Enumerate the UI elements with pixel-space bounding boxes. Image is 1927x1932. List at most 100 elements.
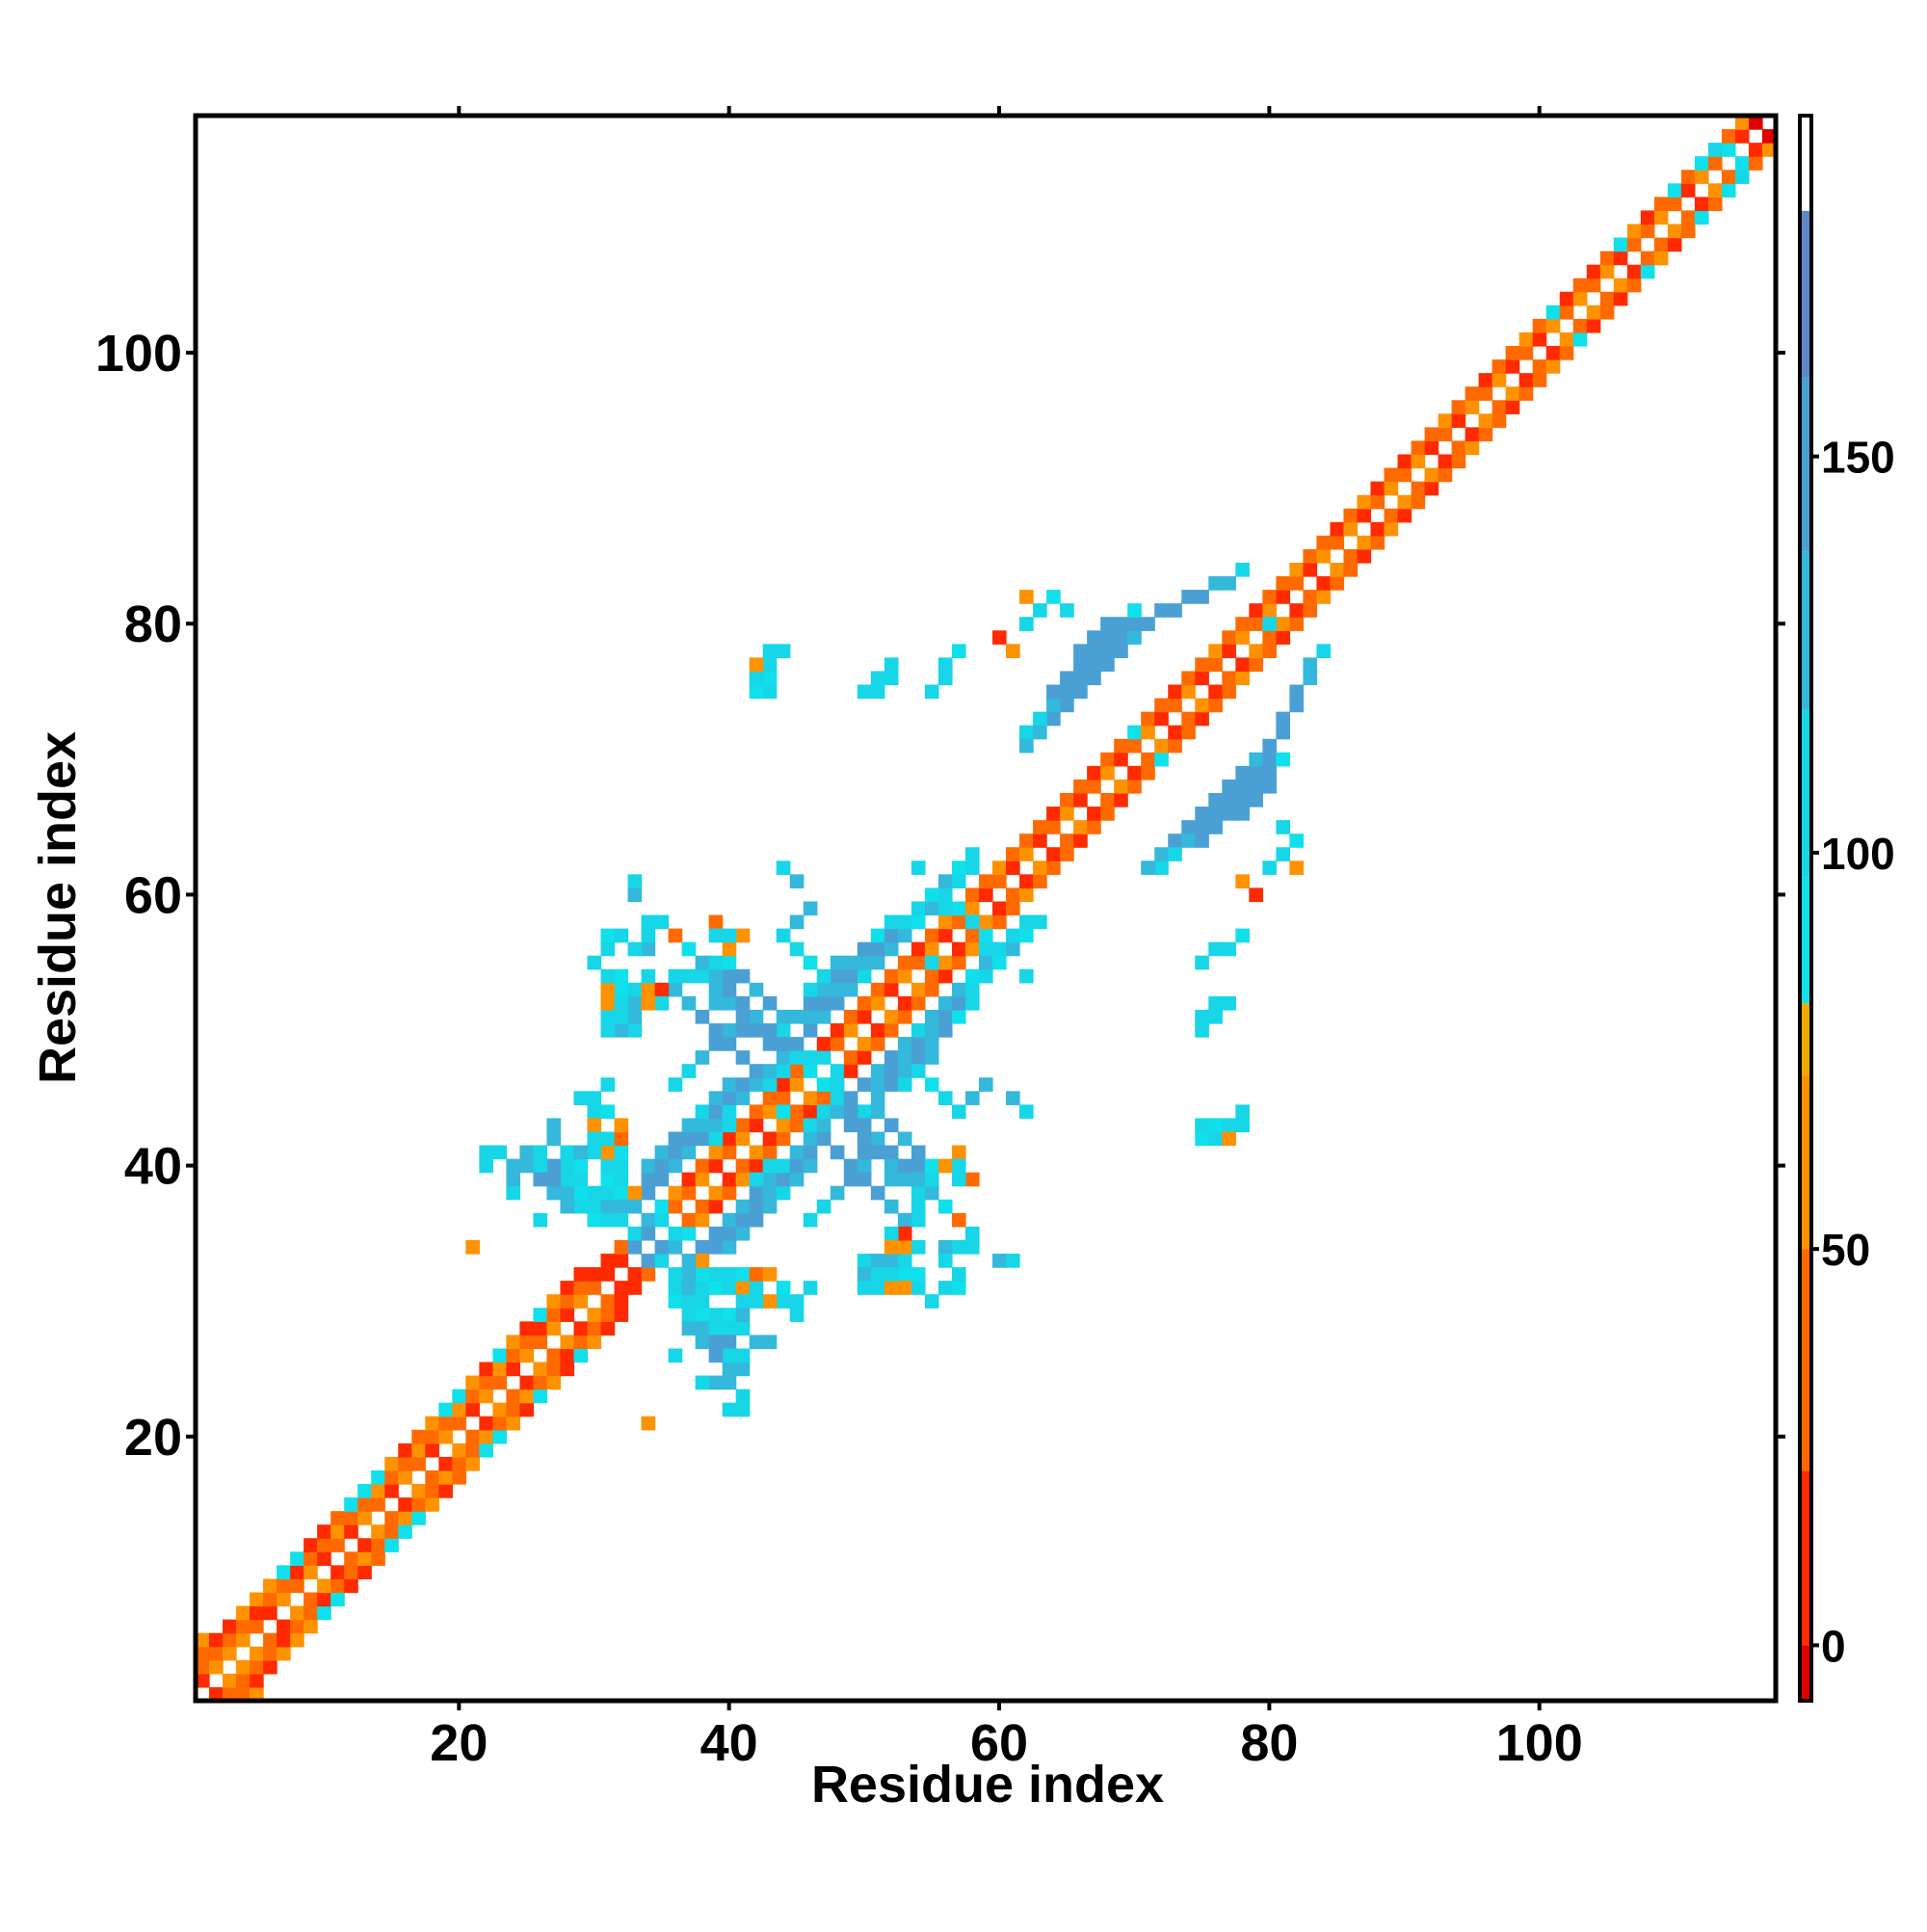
heatmap-cell xyxy=(681,1226,697,1241)
heatmap-cell xyxy=(776,644,791,658)
heatmap-cell xyxy=(1235,1104,1250,1120)
heatmap-cell xyxy=(425,1484,439,1498)
heatmap-cell xyxy=(1087,644,1101,658)
heatmap-cell xyxy=(1222,644,1236,658)
heatmap-cell xyxy=(1249,644,1263,658)
heatmap-cell xyxy=(776,1077,791,1092)
heatmap-cell xyxy=(330,1565,345,1580)
heatmap-cell xyxy=(317,1592,331,1607)
heatmap-cell xyxy=(951,860,966,875)
heatmap-cell xyxy=(492,1348,507,1363)
heatmap-cell xyxy=(492,1429,507,1444)
heatmap-cell xyxy=(843,955,858,970)
heatmap-cell xyxy=(627,1239,643,1255)
heatmap-cell xyxy=(964,1091,980,1105)
heatmap-cell xyxy=(722,1402,737,1417)
heatmap-cell xyxy=(964,901,980,916)
heatmap-cell xyxy=(884,1077,899,1092)
heatmap-cell xyxy=(546,1131,562,1147)
heatmap-cell xyxy=(911,1050,926,1065)
heatmap-cell xyxy=(1276,752,1290,767)
heatmap-cell xyxy=(951,1104,966,1120)
heatmap-cell xyxy=(749,982,764,997)
heatmap-cell xyxy=(1613,251,1628,266)
heatmap-cell xyxy=(1222,684,1236,700)
heatmap-cell xyxy=(546,1185,562,1201)
heatmap-cell xyxy=(1640,224,1655,239)
heatmap-cell xyxy=(924,1185,939,1201)
heatmap-cell xyxy=(1235,617,1250,631)
heatmap-cell xyxy=(722,1185,737,1201)
heatmap-cell xyxy=(924,684,939,700)
heatmap-cell xyxy=(911,995,926,1011)
heatmap-cell xyxy=(263,1646,277,1661)
heatmap-cell xyxy=(1613,278,1628,293)
heatmap-cell xyxy=(546,1294,562,1309)
heatmap-cell xyxy=(681,1185,697,1201)
heatmap-cell xyxy=(1087,779,1101,794)
heatmap-cell xyxy=(992,874,1007,889)
heatmap-cell xyxy=(695,1009,710,1024)
heatmap-cell xyxy=(304,1538,318,1552)
heatmap-cell xyxy=(560,1199,575,1214)
heatmap-cell xyxy=(1653,237,1669,252)
heatmap-cell xyxy=(722,1091,737,1105)
heatmap-cell xyxy=(1694,197,1709,212)
heatmap-cell xyxy=(560,1281,575,1295)
heatmap-cell xyxy=(465,1442,480,1458)
heatmap-cell xyxy=(614,1239,629,1255)
colorbar-band xyxy=(1800,1470,1811,1646)
heatmap-cell xyxy=(573,1335,589,1350)
heatmap-cell xyxy=(438,1429,453,1444)
heatmap-cell xyxy=(735,1131,751,1147)
heatmap-cell xyxy=(344,1524,358,1539)
heatmap-cell xyxy=(830,1185,845,1201)
heatmap-cell xyxy=(614,1023,629,1038)
heatmap-cell xyxy=(250,1605,264,1621)
heatmap-cell xyxy=(870,982,885,997)
heatmap-cell xyxy=(1060,684,1074,700)
heatmap-cell xyxy=(546,1118,562,1133)
heatmap-cell xyxy=(1046,860,1061,875)
heatmap-cell xyxy=(762,657,778,673)
heatmap-cell xyxy=(924,1023,939,1038)
heatmap-cell xyxy=(978,968,993,984)
heatmap-cell xyxy=(1748,116,1763,130)
heatmap-cell xyxy=(816,1037,832,1051)
heatmap-cell xyxy=(560,1185,575,1201)
heatmap-cell xyxy=(398,1442,412,1458)
heatmap-cell xyxy=(1235,928,1250,943)
heatmap-cell xyxy=(735,1348,751,1363)
heatmap-cell xyxy=(290,1565,304,1580)
heatmap-cell xyxy=(843,1118,858,1133)
heatmap-cell xyxy=(1613,237,1628,252)
heatmap-cell xyxy=(897,1267,912,1282)
heatmap-cell xyxy=(722,1308,737,1322)
heatmap-cell xyxy=(1303,603,1318,618)
heatmap-cell xyxy=(830,995,845,1011)
heatmap-cell xyxy=(911,1037,926,1051)
heatmap-cell xyxy=(1262,738,1277,754)
heatmap-cell xyxy=(870,1267,885,1282)
heatmap-cell xyxy=(627,1185,643,1201)
heatmap-cell xyxy=(803,901,818,916)
heatmap-cell xyxy=(587,1267,602,1282)
heatmap-cell xyxy=(1195,955,1209,970)
heatmap-cell xyxy=(1033,820,1047,834)
heatmap-cell xyxy=(1572,278,1588,293)
heatmap-cell xyxy=(1761,129,1777,144)
heatmap-cell xyxy=(708,982,724,997)
colorbar-band xyxy=(1800,1249,1811,1471)
heatmap-cell xyxy=(1006,941,1020,957)
heatmap-cell xyxy=(722,1239,737,1255)
heatmap-cell xyxy=(897,968,912,984)
heatmap-cell xyxy=(1707,197,1723,212)
heatmap-cell xyxy=(897,1037,912,1051)
heatmap-cell xyxy=(1195,657,1209,673)
heatmap-cell xyxy=(1141,711,1155,727)
heatmap-cell xyxy=(452,1469,466,1485)
heatmap-cell xyxy=(371,1469,385,1485)
heatmap-cell xyxy=(600,1254,616,1268)
heatmap-cell xyxy=(884,968,899,984)
heatmap-cell xyxy=(1168,684,1182,700)
